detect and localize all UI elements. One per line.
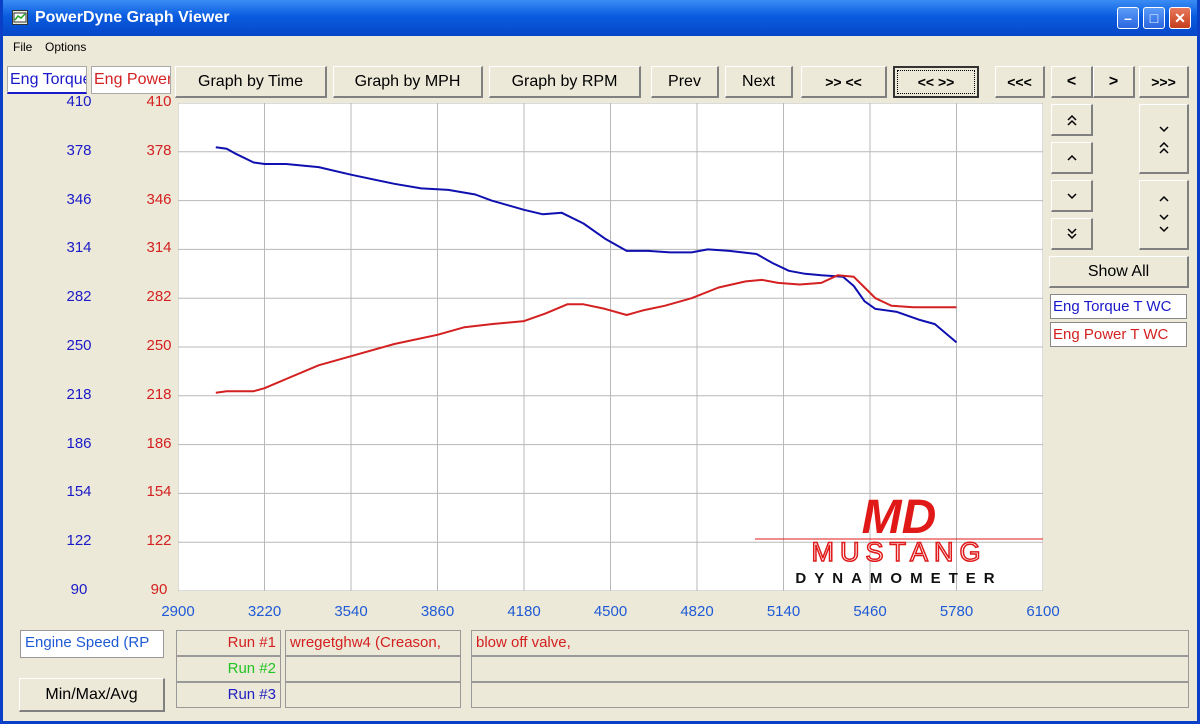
y-tick-label-left: 90	[70, 581, 88, 598]
maximize-icon[interactable]: □	[1143, 7, 1165, 29]
x-tick-label: 4820	[680, 603, 714, 620]
next-button[interactable]: Next	[725, 66, 793, 98]
series-line-eng-torque	[215, 146, 958, 344]
y-tick-label-right: 122	[146, 532, 172, 550]
run-2-name[interactable]	[285, 656, 461, 682]
shrink-range-button[interactable]	[1139, 180, 1189, 250]
y-tick-label-left: 314	[66, 239, 92, 257]
show-all-button[interactable]: Show All	[1049, 256, 1189, 288]
menu-file[interactable]: File	[13, 40, 33, 54]
x-tick-label: 4500	[593, 603, 628, 620]
scroll-down-fast-button[interactable]	[1051, 218, 1093, 250]
y-tick-label-right: 346	[146, 190, 172, 208]
y-tick-label-right: 314	[146, 239, 172, 257]
y-tick-label-right: 410	[146, 93, 172, 110]
x-tick-label: 6100	[1026, 603, 1060, 620]
title-bar: PowerDyne Graph Viewer – □ ✕	[3, 0, 1197, 36]
y-tick-label-left: 346	[66, 190, 92, 208]
graph-plot-area[interactable]	[178, 103, 1043, 591]
run-3-note[interactable]	[471, 682, 1189, 708]
run-2-label: Run #2	[176, 656, 281, 682]
y-tick-label-right: 250	[146, 337, 172, 354]
y-tick-label-right: 90	[150, 581, 168, 598]
y-tick-label-left: 250	[66, 337, 92, 354]
close-icon[interactable]: ✕	[1169, 7, 1191, 29]
y-tick-label-left: 378	[66, 141, 92, 159]
y-tick-label-right: 186	[146, 434, 172, 452]
y-tick-label-right: 218	[146, 385, 172, 403]
legend-eng-power[interactable]: Eng Power T WC	[1050, 322, 1187, 347]
x-tick-label: 5460	[853, 603, 887, 620]
y-tick-label-left: 218	[66, 385, 92, 403]
scroll-up-fast-button[interactable]	[1051, 104, 1093, 136]
run-1-note[interactable]: blow off valve,	[471, 630, 1189, 656]
run-3-label: Run #3	[176, 682, 281, 708]
double-chevron-down-icon	[1067, 228, 1077, 240]
y-tick-label-right: 378	[146, 141, 172, 159]
app-icon	[12, 10, 28, 25]
y-tick-label-right: 282	[146, 288, 172, 306]
scroll-up-button[interactable]	[1051, 142, 1093, 174]
x-tick-label: 3860	[420, 603, 455, 620]
x-tick-label: 2900	[161, 603, 195, 620]
mustang-dynamometer-logo: MD MUSTANG DYNAMOMETER	[755, 491, 1043, 589]
logo-line2: DYNAMOMETER	[795, 570, 1002, 587]
y-tick-label-left: 282	[66, 288, 92, 306]
expand-vertical-icon	[1159, 126, 1169, 154]
menu-options[interactable]: Options	[45, 40, 87, 54]
window-title: PowerDyne Graph Viewer	[35, 9, 230, 26]
x-tick-label: 3540	[334, 603, 368, 620]
run-1-name[interactable]: wregetghw4 (Creason,	[285, 630, 461, 656]
run-1-label: Run #1	[176, 630, 281, 656]
zoom-in-button[interactable]: >> <<	[801, 66, 887, 98]
zoom-out-button[interactable]: << >>	[893, 66, 979, 98]
y-tick-label-right: 154	[146, 483, 172, 501]
pan-right-button[interactable]: >	[1093, 66, 1135, 98]
pan-far-right-button[interactable]: >>>	[1139, 66, 1189, 98]
expand-range-button[interactable]	[1139, 104, 1189, 174]
x-tick-label: 5140	[766, 603, 801, 620]
y-tick-label-left: 122	[66, 532, 92, 550]
scroll-down-button[interactable]	[1051, 180, 1093, 212]
y-tick-label-left: 186	[66, 434, 92, 452]
x-tick-label: 3220	[247, 603, 282, 620]
x-tick-label: 5780	[939, 603, 974, 620]
run-3-name[interactable]	[285, 682, 461, 708]
x-tick-label: 4180	[507, 603, 541, 620]
y-tick-label-left: 154	[66, 483, 92, 501]
logo-line1: MUSTANG	[812, 537, 987, 567]
graph-by-rpm-button[interactable]: Graph by RPM	[489, 66, 641, 98]
chevron-down-icon	[1067, 193, 1077, 200]
legend-eng-torque[interactable]: Eng Torque T WC	[1050, 294, 1187, 319]
pan-far-left-button[interactable]: <<<	[995, 66, 1045, 98]
dyno-chart	[178, 103, 1043, 591]
pan-left-button[interactable]: <	[1051, 66, 1093, 98]
series-line-eng-power	[215, 274, 957, 394]
logo-mark: MD	[862, 493, 937, 544]
graph-by-mph-button[interactable]: Graph by MPH	[333, 66, 483, 98]
run-2-note[interactable]	[471, 656, 1189, 682]
y-tick-label-left: 410	[66, 93, 92, 110]
menu-bar: File Options	[3, 36, 1197, 58]
graph-by-time-button[interactable]: Graph by Time	[175, 66, 327, 98]
tab-eng-power[interactable]: Eng Power	[91, 66, 171, 94]
tab-eng-torque[interactable]: Eng Torque	[7, 66, 87, 94]
chevron-up-icon	[1067, 154, 1077, 161]
double-chevron-up-icon	[1067, 114, 1077, 126]
x-axis-channel-field[interactable]: Engine Speed (RP	[20, 630, 164, 658]
shrink-vertical-icon	[1159, 195, 1169, 233]
prev-button[interactable]: Prev	[651, 66, 719, 98]
minimize-icon[interactable]: –	[1117, 7, 1139, 29]
min-max-avg-button[interactable]: Min/Max/Avg	[19, 678, 165, 712]
